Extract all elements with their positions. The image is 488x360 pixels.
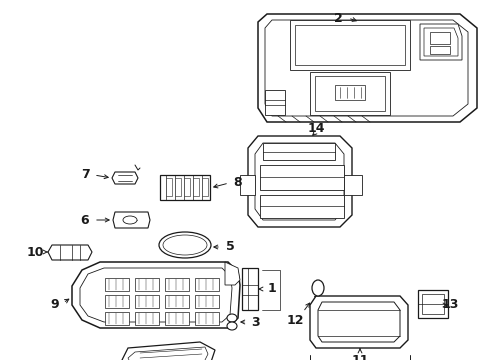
Ellipse shape (226, 314, 237, 322)
Polygon shape (417, 290, 447, 318)
Polygon shape (105, 278, 129, 291)
Polygon shape (314, 76, 384, 111)
Polygon shape (224, 262, 240, 285)
Polygon shape (80, 268, 231, 322)
Polygon shape (429, 46, 449, 54)
Polygon shape (135, 295, 159, 308)
Polygon shape (429, 32, 449, 44)
Polygon shape (317, 302, 399, 342)
Polygon shape (112, 172, 138, 184)
Ellipse shape (123, 216, 137, 224)
Text: 14: 14 (306, 122, 324, 135)
Polygon shape (113, 212, 150, 228)
Ellipse shape (163, 235, 206, 255)
Text: 2: 2 (333, 12, 342, 24)
Polygon shape (193, 178, 199, 196)
Text: 5: 5 (225, 240, 234, 253)
Ellipse shape (226, 322, 237, 330)
Polygon shape (164, 312, 189, 325)
Polygon shape (334, 85, 364, 100)
Polygon shape (419, 24, 461, 60)
Polygon shape (72, 262, 240, 328)
Polygon shape (242, 268, 258, 310)
Polygon shape (128, 347, 207, 360)
Polygon shape (260, 195, 343, 218)
Polygon shape (240, 175, 254, 195)
Polygon shape (105, 295, 129, 308)
Polygon shape (294, 25, 404, 65)
Text: 10: 10 (26, 246, 43, 258)
Polygon shape (289, 20, 409, 70)
Text: 1: 1 (267, 282, 276, 294)
Polygon shape (264, 20, 467, 116)
Text: 7: 7 (81, 168, 89, 181)
Text: 9: 9 (51, 298, 59, 311)
Polygon shape (183, 178, 190, 196)
Polygon shape (122, 342, 215, 360)
Ellipse shape (311, 280, 324, 296)
Polygon shape (105, 312, 129, 325)
Polygon shape (175, 178, 181, 196)
Text: 11: 11 (350, 354, 368, 360)
Polygon shape (195, 312, 219, 325)
Polygon shape (195, 278, 219, 291)
Text: 8: 8 (233, 176, 242, 189)
Polygon shape (421, 294, 443, 314)
Polygon shape (258, 14, 476, 122)
Polygon shape (160, 175, 209, 200)
Polygon shape (202, 178, 207, 196)
Text: 13: 13 (440, 298, 458, 311)
Ellipse shape (159, 232, 210, 258)
Text: 12: 12 (285, 314, 303, 327)
Polygon shape (260, 165, 343, 190)
Polygon shape (254, 143, 343, 220)
Polygon shape (164, 295, 189, 308)
Polygon shape (263, 143, 334, 160)
Polygon shape (264, 90, 285, 115)
Polygon shape (423, 28, 457, 56)
Polygon shape (309, 296, 407, 348)
Polygon shape (195, 295, 219, 308)
Polygon shape (165, 178, 172, 196)
Text: 6: 6 (81, 213, 89, 226)
Polygon shape (135, 278, 159, 291)
Text: 3: 3 (251, 316, 260, 329)
Polygon shape (343, 175, 361, 195)
Polygon shape (48, 245, 92, 260)
Polygon shape (164, 278, 189, 291)
Polygon shape (247, 136, 351, 227)
Polygon shape (309, 72, 389, 115)
Polygon shape (135, 312, 159, 325)
